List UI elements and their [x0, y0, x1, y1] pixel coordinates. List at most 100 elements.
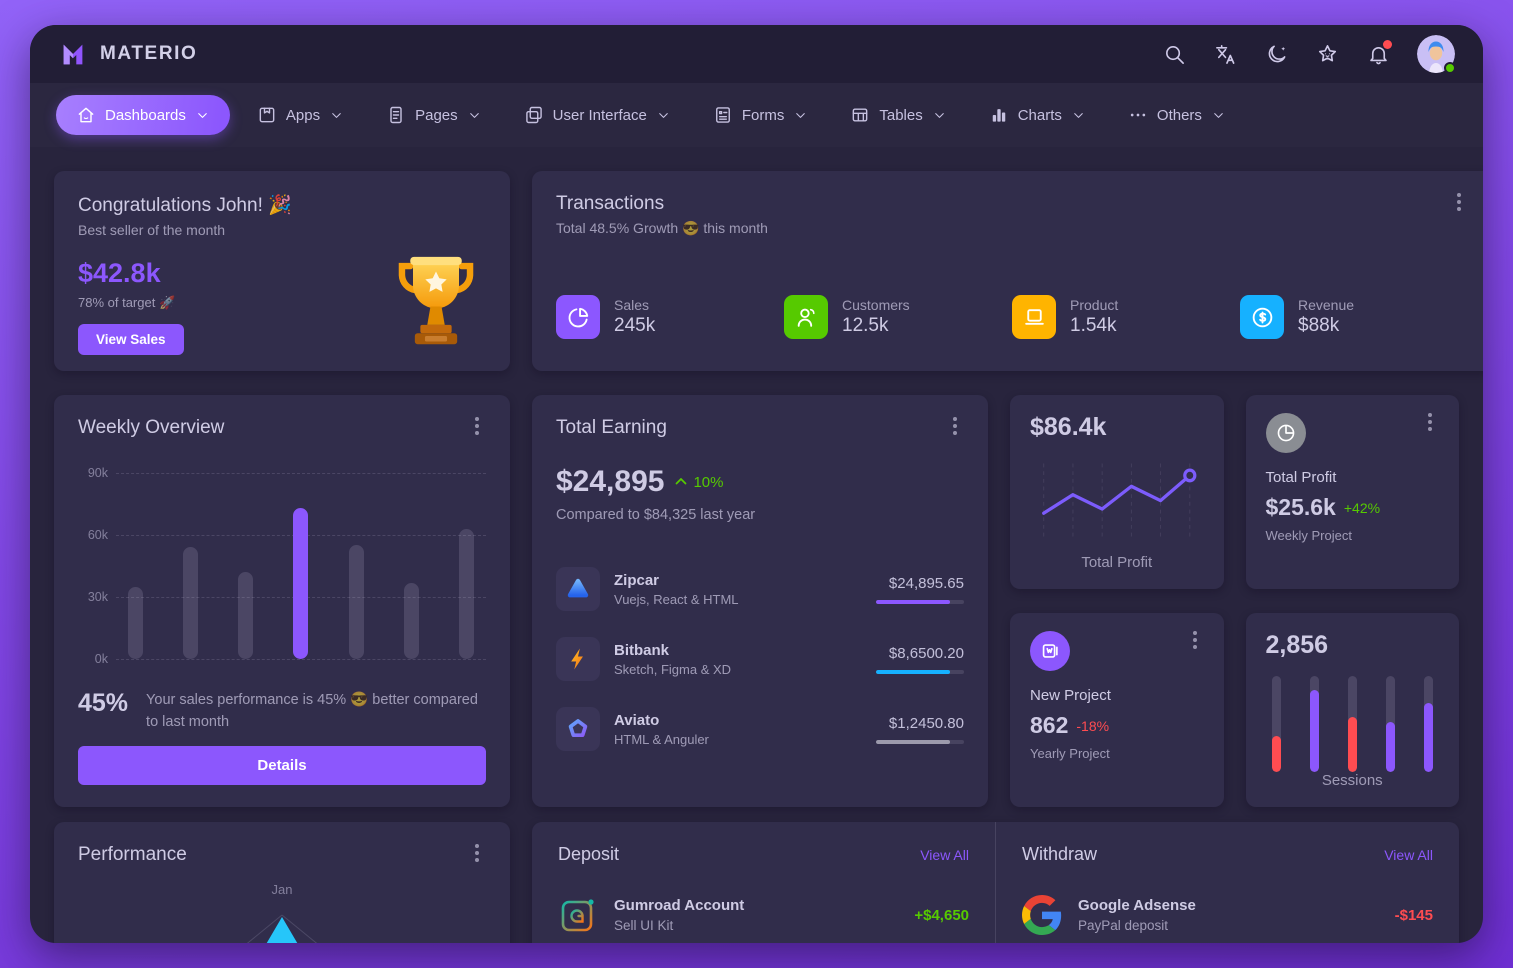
session-bar-fill	[1271, 736, 1281, 772]
total-earning-title: Total Earning	[556, 417, 667, 438]
withdraw-name: Google Adsense	[1078, 897, 1196, 914]
transactions-card: Transactions Total 48.5% Growth 😎 this m…	[532, 171, 1483, 371]
user-avatar[interactable]	[1417, 35, 1456, 74]
y-tick: 90k	[87, 466, 108, 480]
deposit-withdraw-card: Deposit View All Gumroad Account Sell U	[532, 822, 1459, 943]
earning-amount: $8,6500.20	[888, 644, 964, 662]
notification-badge	[1383, 40, 1392, 49]
y-tick: 0k	[94, 652, 108, 666]
y-tick: 60k	[87, 528, 108, 542]
total-earning-amount: $24,895	[556, 465, 665, 498]
deposit-view-all-link[interactable]: View All	[920, 846, 969, 863]
gridline	[116, 473, 486, 474]
search-icon[interactable]	[1162, 42, 1186, 66]
notifications-bell-icon[interactable]	[1366, 40, 1392, 66]
dark-mode-icon[interactable]	[1264, 42, 1288, 66]
earning-stack: HTML & Anguler	[614, 731, 709, 747]
chevron-down-icon	[332, 112, 341, 118]
stat-label: Customers	[842, 297, 910, 313]
shortcuts-star-icon[interactable]	[1315, 42, 1339, 66]
radar-month-label: Jan	[271, 882, 293, 897]
session-bar-track	[1271, 676, 1281, 772]
session-bar-track	[1347, 676, 1357, 772]
transactions-menu-button[interactable]	[1450, 193, 1468, 211]
nav-label: Others	[1156, 106, 1202, 124]
performance-menu-button[interactable]	[468, 844, 486, 862]
congrats-subtitle: Best seller of the month	[78, 222, 226, 238]
nav-label: Apps	[285, 106, 321, 124]
translate-icon[interactable]	[1213, 42, 1237, 66]
app-window: MATERIO	[30, 25, 1483, 943]
total-profit-growth: +42%	[1343, 499, 1381, 516]
weekly-overview-title: Weekly Overview	[78, 417, 225, 438]
earning-name: Bitbank	[614, 641, 670, 659]
withdraw-amount: -$145	[1394, 906, 1433, 924]
new-project-menu-button[interactable]	[1186, 631, 1204, 649]
total-profit-amount: $25.6k	[1265, 494, 1336, 520]
sessions-amount: 2,856	[1265, 631, 1329, 659]
new-project-growth: -18%	[1076, 717, 1110, 734]
nav-label: Tables	[879, 106, 923, 124]
apps-icon	[259, 107, 275, 123]
weekly-bar	[348, 545, 364, 659]
chevron-down-icon	[934, 112, 944, 118]
online-status-dot	[1444, 62, 1456, 74]
app-bar: MATERIO	[30, 25, 1483, 83]
nav-label: Dashboards	[105, 106, 186, 124]
nav-item-others[interactable]: Others	[1113, 95, 1241, 135]
earning-amount: $1,2450.80	[888, 714, 964, 732]
total-earning-menu-button[interactable]	[946, 417, 964, 435]
chevron-down-icon	[796, 112, 806, 118]
deposit-name: Gumroad Account	[614, 897, 745, 914]
total-profit-line-card: $86.4k Total Profit	[1010, 395, 1224, 589]
sessions-label: Sessions	[1321, 772, 1383, 789]
total-profit-menu-button[interactable]	[1421, 413, 1439, 431]
radar-chart-svg	[246, 914, 318, 943]
user-interface-icon	[525, 106, 542, 124]
forms-icon	[715, 107, 730, 123]
congrats-amount: $42.8k	[78, 258, 161, 288]
bitbank-logo	[556, 637, 600, 681]
others-dots-icon	[1130, 113, 1146, 117]
nav-item-forms[interactable]: Forms	[698, 95, 824, 135]
earning-name: Aviato	[614, 711, 660, 729]
chevron-down-icon	[198, 112, 207, 118]
nav-item-dashboards[interactable]: Dashboards	[56, 95, 230, 135]
nav-item-user-interface[interactable]: User Interface	[509, 95, 686, 135]
nav-item-tables[interactable]: Tables	[835, 95, 961, 135]
deposit-amount: +$4,650	[914, 906, 969, 924]
nav-item-pages[interactable]: Pages	[371, 95, 497, 135]
nav-item-apps[interactable]: Apps	[242, 95, 359, 135]
chevron-down-icon	[469, 112, 479, 118]
earning-progress-track	[876, 669, 964, 674]
earning-progress-fill	[876, 599, 950, 604]
transactions-stats: Sales 245k Customers 12.5k	[556, 295, 1468, 339]
earning-row-bitbank: Bitbank Sketch, Figma & XD $8,6500.20	[556, 637, 964, 681]
view-sales-button[interactable]: View Sales	[78, 324, 184, 355]
weekly-chart-plot	[116, 473, 486, 660]
weekly-overview-menu-button[interactable]	[468, 417, 486, 435]
withdraw-view-all-link[interactable]: View All	[1384, 846, 1433, 863]
tables-icon	[852, 108, 868, 122]
nav-label: User Interface	[552, 106, 647, 124]
nav-item-charts[interactable]: Charts	[974, 95, 1101, 135]
total-profit-title: Total Profit	[1265, 469, 1337, 486]
total-earning-growth: 10%	[693, 473, 724, 491]
withdraw-title: Withdraw	[1022, 844, 1098, 864]
pages-icon	[390, 106, 402, 124]
stat-value: 245k	[614, 315, 656, 336]
weekly-bar	[238, 572, 254, 659]
details-button[interactable]: Details	[78, 746, 486, 785]
profit-line-svg	[1042, 463, 1197, 537]
earning-stack: Sketch, Figma & XD	[614, 661, 732, 677]
new-project-title: New Project	[1030, 687, 1111, 704]
brand-logo[interactable]: MATERIO	[58, 39, 197, 69]
caret-up-icon	[676, 478, 687, 485]
profit-line-label: Total Profit	[1081, 554, 1153, 571]
session-bar-track	[1309, 676, 1319, 772]
stat-value: 1.54k	[1070, 315, 1117, 336]
weekly-bar	[293, 508, 309, 659]
deposit-title: Deposit	[558, 844, 620, 864]
stat-value: 12.5k	[842, 315, 889, 336]
session-bar-fill	[1424, 702, 1433, 772]
